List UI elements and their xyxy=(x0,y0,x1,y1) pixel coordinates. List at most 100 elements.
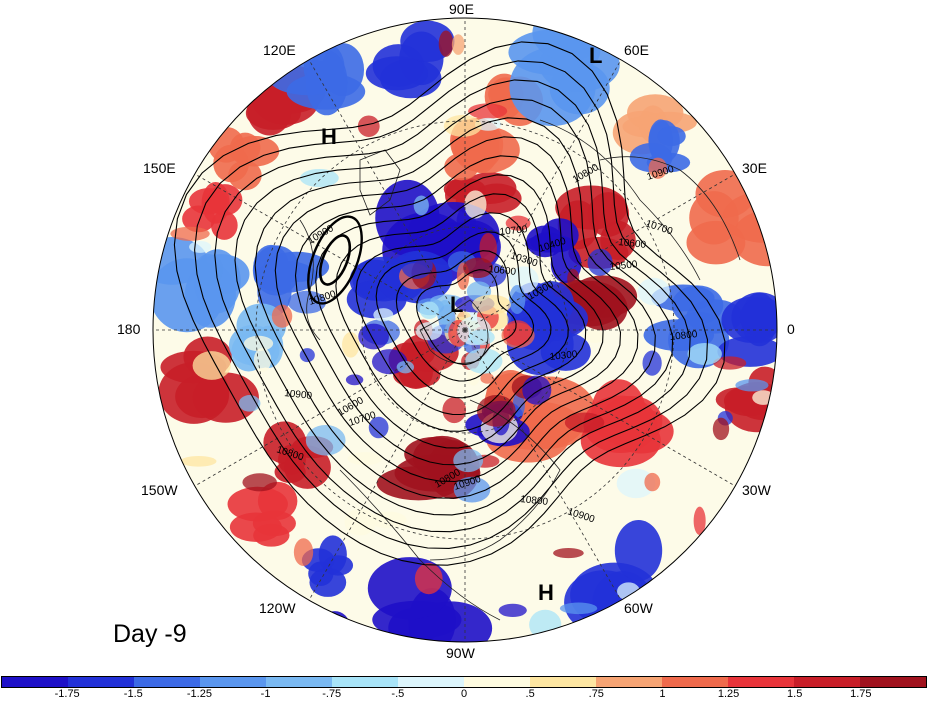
anomaly-speck xyxy=(465,348,503,374)
high-pressure-marker-south: H xyxy=(538,580,554,605)
colorbar-tick-label: 1.75 xyxy=(850,688,872,700)
coastline xyxy=(429,399,561,561)
anomaly-speck xyxy=(347,452,383,466)
anomaly-speck xyxy=(238,395,261,412)
anomaly-speck xyxy=(453,448,484,473)
lon-label-180: 180 xyxy=(117,321,141,337)
contour-label: 10300 xyxy=(549,349,578,363)
anomaly-speck xyxy=(342,331,360,358)
lon-label-0: 0 xyxy=(787,321,795,337)
anomaly-speck xyxy=(443,114,482,137)
anomaly-shading xyxy=(153,18,777,642)
anomaly-speck xyxy=(480,373,495,384)
height-contour xyxy=(375,231,552,399)
anomaly-speck xyxy=(419,301,439,320)
height-contour xyxy=(214,79,691,533)
height-contours xyxy=(173,41,726,566)
anomaly-speck xyxy=(357,115,380,137)
colorbar-tick-label: -1 xyxy=(260,688,271,700)
contour-label: 10800 xyxy=(520,494,549,508)
contour-label: 10500 xyxy=(609,259,638,273)
anomaly-speck xyxy=(358,323,389,350)
jet-contour xyxy=(318,234,352,286)
anomaly-speck xyxy=(693,506,706,536)
polar-map: 1090010800107001060010300103001040010500… xyxy=(152,17,778,643)
meridian-line xyxy=(464,173,736,331)
anomaly-speck xyxy=(479,232,497,264)
anomaly-speck xyxy=(189,240,212,253)
coastline xyxy=(339,469,501,621)
coastline xyxy=(599,156,741,261)
anomaly-speck xyxy=(453,476,491,503)
day-caption: Day -9 xyxy=(113,620,187,648)
anomaly-speck xyxy=(401,251,433,279)
colorbar-tick-label: -1.25 xyxy=(186,688,212,700)
anomaly-cell xyxy=(365,20,455,99)
anomaly-speck xyxy=(464,190,487,219)
anomaly-speck xyxy=(498,603,527,618)
colorbar-swatch xyxy=(860,677,926,687)
colorbar-tick-label: 1.25 xyxy=(717,688,740,700)
low-pressure-marker-pole: L xyxy=(450,292,464,317)
anomaly-cell xyxy=(263,421,334,489)
colorbar-swatch xyxy=(596,677,662,687)
anomaly-cell xyxy=(227,481,298,547)
height-contour xyxy=(335,193,587,432)
anomaly-speck xyxy=(644,472,661,492)
colorbar-tick-label: 0 xyxy=(460,688,468,700)
anomaly-speck xyxy=(305,424,346,456)
anomaly-speck xyxy=(544,308,561,321)
anomaly-speck xyxy=(637,277,670,306)
colorbar-swatch xyxy=(2,677,68,687)
height-contour xyxy=(355,212,569,416)
colorbar-swatch xyxy=(266,677,332,687)
jet-contour xyxy=(307,215,363,305)
anomaly-cell xyxy=(686,169,777,267)
anomaly-speck xyxy=(414,563,443,595)
anomaly-speck xyxy=(529,609,562,640)
lon-label-120w: 120W xyxy=(259,600,296,616)
colorbar-swatch xyxy=(464,677,530,687)
anomaly-speck xyxy=(299,348,315,363)
meridian-line xyxy=(308,329,466,601)
colorbar-tick-label: 1 xyxy=(659,688,666,700)
anomaly-speck xyxy=(617,582,640,601)
anomaly-speck xyxy=(687,342,722,365)
high-pressure-marker-west: H xyxy=(321,124,337,149)
contour-label: 10900 xyxy=(284,388,313,402)
colorbar-swatch xyxy=(728,677,794,687)
anomaly-speck xyxy=(242,473,277,492)
latitude-circle xyxy=(255,120,675,540)
colorbar-swatch xyxy=(530,677,596,687)
colorbar-swatch xyxy=(68,677,134,687)
colorbar-swatch xyxy=(200,677,266,687)
height-contour xyxy=(254,117,656,499)
anomaly-speck xyxy=(442,397,467,424)
colorbar-swatch xyxy=(134,677,200,687)
lon-label-30e: 30E xyxy=(742,160,767,176)
anomaly-speck xyxy=(243,335,274,352)
anomaly-speck xyxy=(512,392,525,418)
colorbar-swatch xyxy=(794,677,860,687)
colorbar-swatch xyxy=(662,677,728,687)
anomaly-speck xyxy=(451,34,465,55)
anomaly-speck xyxy=(503,320,532,346)
anomaly-speck xyxy=(735,379,769,392)
anomaly-speck xyxy=(559,602,598,615)
anomaly-speck xyxy=(585,329,605,343)
anomaly-speck xyxy=(468,103,508,119)
colorbar-tick-label: -.75 xyxy=(322,688,342,700)
anomaly-speck xyxy=(567,268,580,289)
height-contour xyxy=(416,269,517,365)
lon-label-30w: 30W xyxy=(742,482,771,498)
map-border xyxy=(152,17,778,643)
colorbar-swatch xyxy=(398,677,464,687)
lon-label-150w: 150W xyxy=(141,482,178,498)
height-contour xyxy=(395,250,535,382)
contour-label: 10600 xyxy=(618,237,647,251)
anomaly-speck xyxy=(192,351,231,380)
anomaly-speck xyxy=(712,417,730,441)
meridian-line xyxy=(464,329,622,601)
anomaly-speck xyxy=(368,416,389,439)
anomaly-speck xyxy=(253,347,272,372)
